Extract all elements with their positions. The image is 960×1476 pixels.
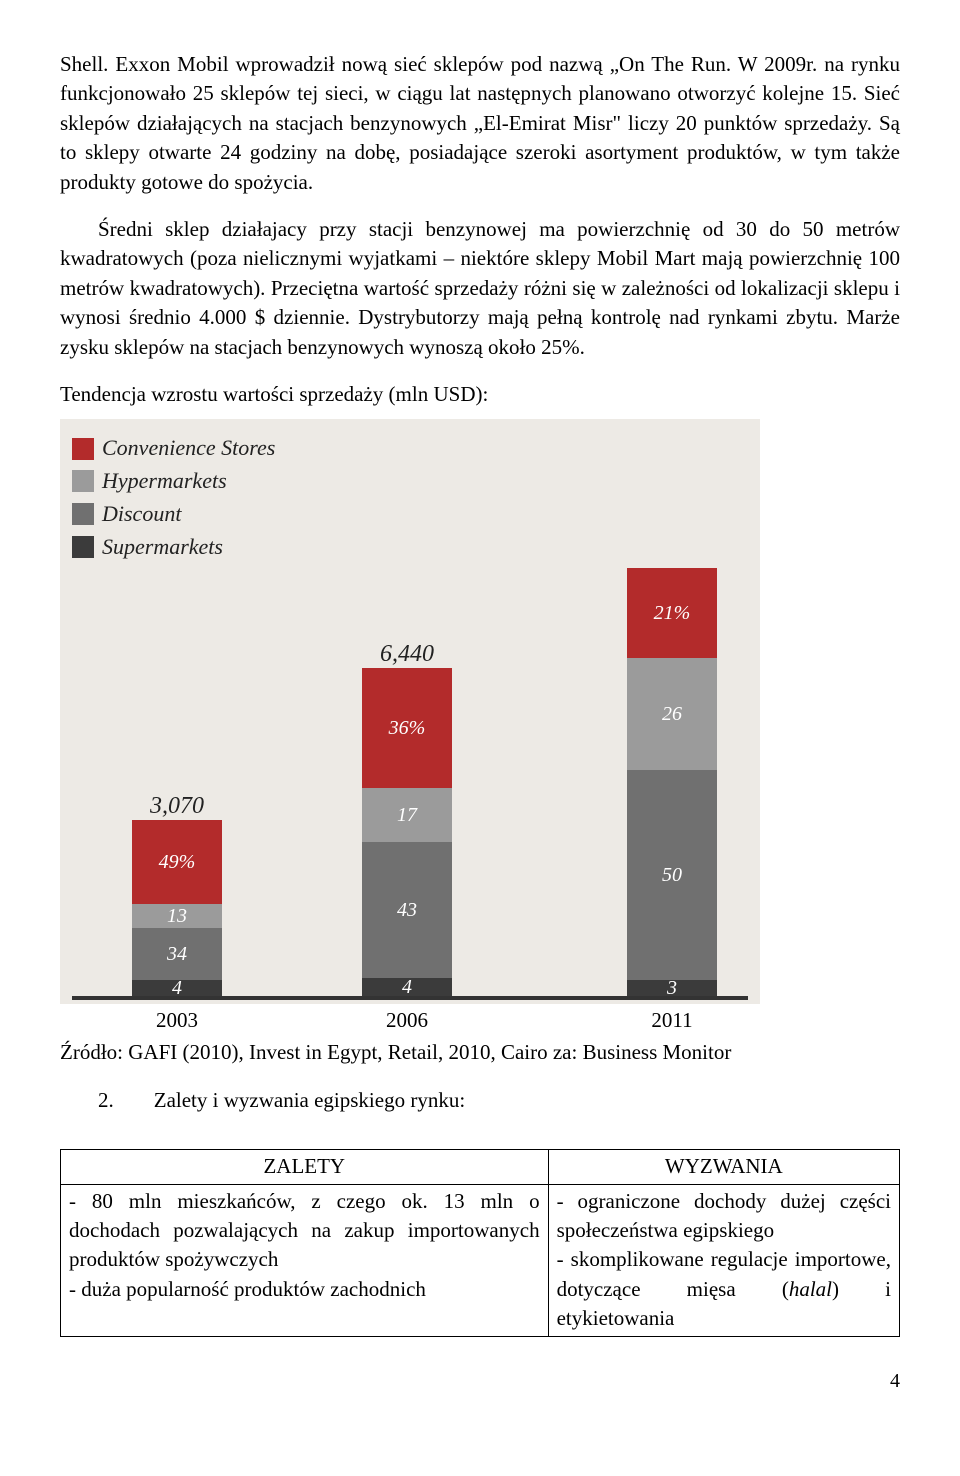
- bar-segment: 49%: [132, 820, 222, 904]
- bar-segment: 34: [132, 928, 222, 980]
- legend-label: Discount: [102, 499, 181, 530]
- legend-label: Hypermarkets: [102, 466, 227, 497]
- bar-segment: 36%: [362, 668, 452, 788]
- advantages-challenges-table: ZALETY WYZWANIA - 80 mln mieszkańców, z …: [60, 1149, 900, 1336]
- table-header-wyzwania: WYZWANIA: [548, 1150, 899, 1184]
- bar-segment: 17: [362, 788, 452, 842]
- paragraph-2: Średni sklep działajacy przy stacji benz…: [60, 215, 900, 362]
- bar-segment: 26: [627, 658, 717, 770]
- bar: 3,07049%13344: [132, 820, 222, 996]
- legend-swatch: [72, 470, 94, 492]
- legend-swatch: [72, 438, 94, 460]
- legend-label: Supermarkets: [102, 532, 223, 563]
- legend-swatch: [72, 503, 94, 525]
- legend-label: Convenience Stores: [102, 433, 275, 464]
- bar-segment: 13: [132, 904, 222, 928]
- legend-swatch: [72, 536, 94, 558]
- year-label: 2006: [362, 1006, 452, 1035]
- section-title: Zalety i wyzwania egipskiego rynku:: [154, 1086, 465, 1115]
- table-cell-wyzwania: - ograniczone dochody dużej części społe…: [548, 1184, 899, 1336]
- table-header-zalety: ZALETY: [61, 1150, 549, 1184]
- legend-row: Discount: [72, 499, 748, 530]
- section-number: 2.: [98, 1086, 114, 1115]
- bar-total-label: 6,440: [362, 638, 452, 672]
- legend-row: Hypermarkets: [72, 466, 748, 497]
- bar-total-label: 3,070: [132, 790, 222, 824]
- chart-years-row: 2003 2006 2011: [60, 1006, 760, 1034]
- bar-segment: 3: [627, 980, 717, 996]
- bar: 21%26503: [627, 568, 717, 996]
- bar-segment: 50: [627, 770, 717, 980]
- bar-segment: 43: [362, 842, 452, 978]
- chart-source: Źródło: GAFI (2010), Invest in Egypt, Re…: [60, 1038, 900, 1067]
- chart-container: Convenience StoresHypermarketsDiscountSu…: [60, 419, 900, 1034]
- bars-area: 3,07049%133446,44036%1743421%26503: [72, 570, 748, 1000]
- year-label: 2011: [627, 1006, 717, 1035]
- page-number: 4: [60, 1367, 900, 1395]
- legend-row: Supermarkets: [72, 532, 748, 563]
- paragraph-1: Shell. Exxon Mobil wprowadził nową sieć …: [60, 50, 900, 197]
- stacked-bar-chart: Convenience StoresHypermarketsDiscountSu…: [60, 419, 760, 1004]
- legend-row: Convenience Stores: [72, 433, 748, 464]
- section-2-heading: 2. Zalety i wyzwania egipskiego rynku:: [60, 1086, 900, 1115]
- table-cell-zalety: - 80 mln mieszkańców, z czego ok. 13 mln…: [61, 1184, 549, 1336]
- year-label: 2003: [132, 1006, 222, 1035]
- bar-segment: 21%: [627, 568, 717, 658]
- chart-title: Tendencja wzrostu wartości sprzedaży (ml…: [60, 380, 900, 409]
- bar: 6,44036%17434: [362, 668, 452, 996]
- bar-segment: 4: [132, 980, 222, 996]
- bar-segment: 4: [362, 978, 452, 996]
